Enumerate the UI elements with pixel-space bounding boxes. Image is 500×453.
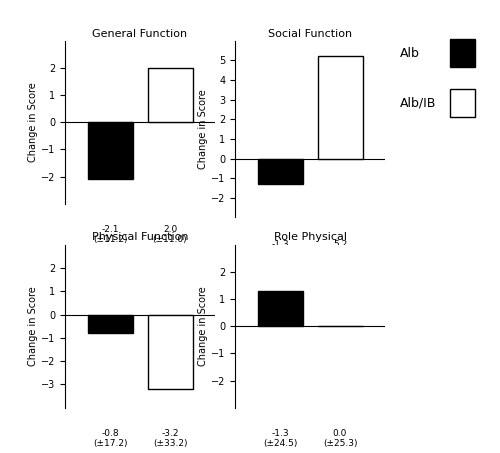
Bar [88,122,132,179]
Bar [258,291,302,326]
Text: 2.0
(±11.0): 2.0 (±11.0) [152,225,188,245]
Bar [88,314,132,333]
Y-axis label: Change in Score: Change in Score [28,286,38,366]
Bar [148,68,192,122]
Bar [148,314,192,389]
Title: Physical Function: Physical Function [92,232,188,242]
Y-axis label: Change in Score: Change in Score [28,82,38,162]
Title: Social Function: Social Function [268,29,352,39]
Y-axis label: Change in Score: Change in Score [198,89,208,169]
Text: -3.2
(±33.2): -3.2 (±33.2) [153,429,187,448]
Bar [450,89,474,117]
Y-axis label: Change in Score: Change in Score [198,286,208,366]
Text: Alb: Alb [400,47,420,60]
Title: General Function: General Function [92,29,188,39]
Title: Role Physical: Role Physical [274,232,346,242]
Text: NS: NS [303,281,317,291]
Bar [258,159,302,184]
Text: -0.8
(±17.2): -0.8 (±17.2) [93,429,127,448]
Text: -1.3
(±16.5): -1.3 (±16.5) [262,241,298,260]
Text: 5.2
(±11.6): 5.2 (±11.6) [322,241,358,260]
Text: 0.0
(±25.3): 0.0 (±25.3) [323,429,357,448]
Bar [450,39,474,67]
Text: Alb/IB: Alb/IB [400,96,436,110]
Text: -1.3
(±24.5): -1.3 (±24.5) [263,429,297,448]
Text: -2.1
(±11.2): -2.1 (±11.2) [93,225,127,245]
Text: NS: NS [133,263,147,273]
Bar [318,57,362,159]
